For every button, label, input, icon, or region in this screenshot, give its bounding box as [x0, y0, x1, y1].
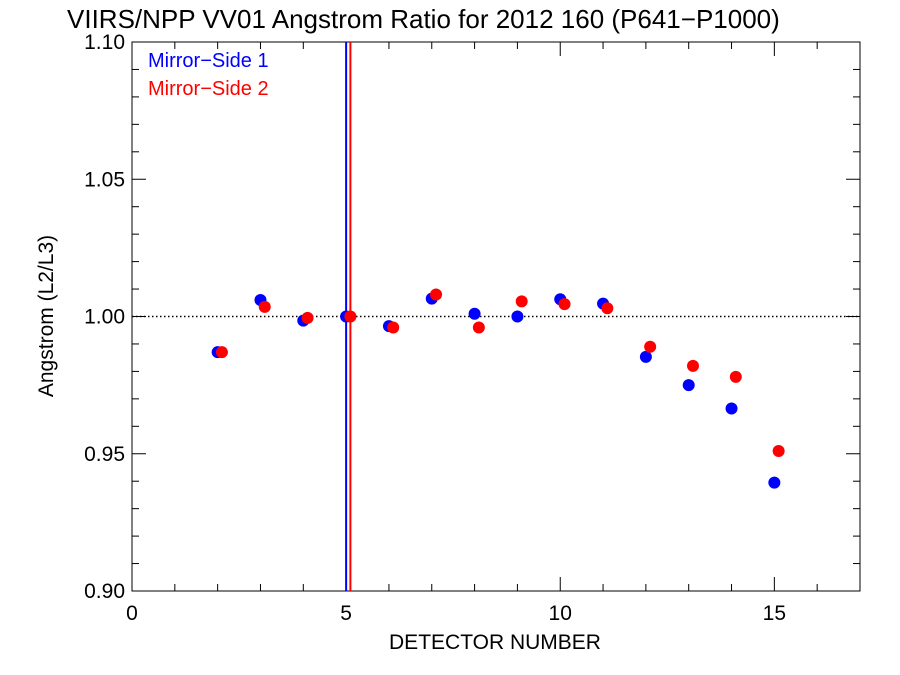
data-point-mirror-side-2	[387, 321, 400, 334]
data-point-mirror-side-2	[601, 302, 614, 315]
data-point-mirror-side-2	[515, 295, 528, 308]
data-point-mirror-side-1	[682, 379, 695, 392]
x-tick-label: 5	[340, 602, 352, 625]
data-point-mirror-side-2	[772, 445, 785, 458]
legend-label-mirror-side-1: Mirror−Side 1	[148, 50, 269, 72]
data-point-mirror-side-2	[258, 300, 271, 313]
legend-label-mirror-side-2: Mirror−Side 2	[148, 78, 269, 100]
data-point-mirror-side-2	[301, 311, 314, 324]
x-tick-label: 15	[763, 602, 786, 625]
data-point-mirror-side-2	[472, 321, 485, 334]
y-tick-label: 0.95	[84, 443, 125, 466]
data-point-mirror-side-1	[725, 402, 738, 415]
data-points	[211, 288, 785, 489]
y-axis-title: Angstrom (L2/L3)	[35, 235, 58, 397]
legend: Mirror−Side 1 Mirror−Side 2	[148, 50, 269, 100]
reference-lines	[132, 42, 860, 591]
data-point-mirror-side-2	[344, 310, 357, 323]
axis-tick-labels: 0 5 10 15 0.90 0.95 1.00 1.05 1.10	[84, 31, 786, 625]
data-point-mirror-side-2	[215, 346, 228, 359]
data-point-mirror-side-2	[430, 288, 443, 301]
y-tick-label: 1.10	[84, 31, 125, 54]
data-point-mirror-side-1	[511, 310, 524, 323]
data-point-mirror-side-1	[468, 307, 481, 320]
data-point-mirror-side-2	[558, 298, 571, 311]
y-tick-label: 1.05	[84, 168, 125, 191]
y-tick-label: 1.00	[84, 306, 125, 329]
y-tick-label: 0.90	[84, 580, 125, 603]
data-point-mirror-side-1	[639, 350, 652, 363]
data-point-mirror-side-2	[686, 359, 699, 372]
x-tick-label: 0	[126, 602, 138, 625]
data-point-mirror-side-2	[729, 370, 742, 383]
data-point-mirror-side-1	[768, 476, 781, 489]
data-point-mirror-side-2	[644, 340, 657, 353]
x-tick-label: 10	[549, 602, 572, 625]
chart-title: VIIRS/NPP VV01 Angstrom Ratio for 2012 1…	[67, 4, 780, 34]
x-axis-title: DETECTOR NUMBER	[389, 631, 601, 654]
